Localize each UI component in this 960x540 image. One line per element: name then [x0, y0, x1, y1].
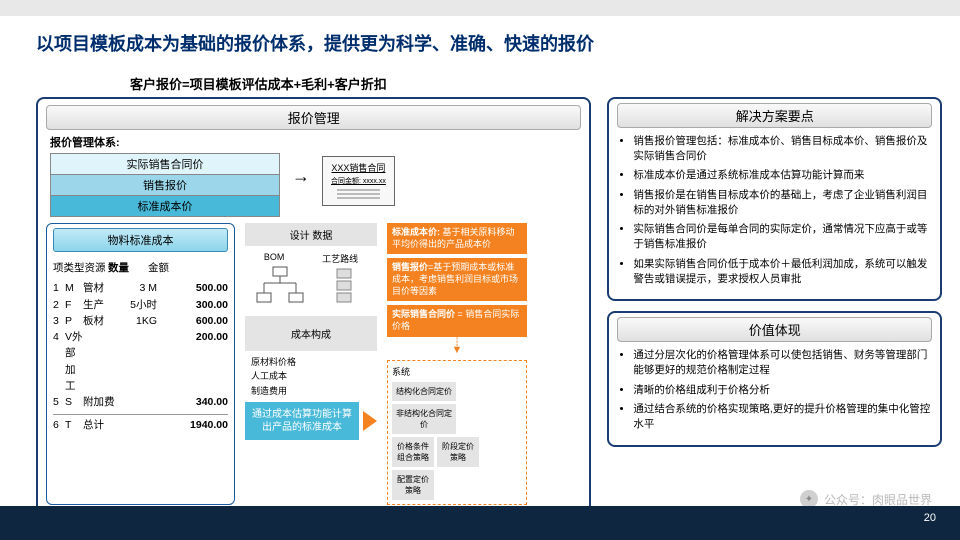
quote-stack: 实际销售合同价 销售报价 标准成本价 → XXX销售合同 合同金额: xxxx.… — [50, 154, 581, 217]
page-number: 20 — [924, 512, 936, 524]
system-frame: 系统 结构化合同定价 非结构化合同定价 价格条件组合策略 阶段定价策略 配置定价… — [387, 360, 527, 505]
material-cost-box: 物料标准成本 项类型资源 数量 金额 1M管材3 M500.002F生产5小时3… — [46, 223, 235, 505]
layer-sale: 销售报价 — [50, 174, 280, 196]
sys-label: 报价管理体系: — [50, 134, 581, 150]
dotted-arrow-icon: ┊▼ — [387, 341, 527, 354]
quote-mgmt-panel: 报价管理 报价管理体系: 实际销售合同价 销售报价 标准成本价 → XXX销售合… — [36, 97, 591, 515]
contract-title: XXX销售合同 — [331, 161, 386, 174]
page-title: 以项目模板成本为基础的报价体系，提供更为科学、准确、快速的报价 — [0, 16, 960, 56]
output-box: 通过成本估算功能计算出产品的标准成本 — [245, 402, 359, 440]
top-bar — [0, 0, 960, 16]
obox-actual: 实际销售合同价 = 销售合同实际价格 — [387, 305, 527, 336]
main-content: 报价管理 报价管理体系: 实际销售合同价 销售报价 标准成本价 → XXX销售合… — [0, 97, 960, 515]
value-panel: 价值体现 通过分层次化的价格管理体系可以使包括销售、财务等管理部门能够更好的规范… — [607, 311, 942, 446]
right-column: 解决方案要点 销售报价管理包括：标准成本价、销售目标成本价、销售报价及实际销售合… — [607, 97, 942, 515]
contract-doc: XXX销售合同 合同金额: xxxx.xx — [322, 156, 395, 206]
material-cost-header: 物料标准成本 — [53, 228, 228, 252]
arrow-orange-icon — [363, 411, 377, 431]
layer-std: 标准成本价 — [50, 195, 280, 217]
formula: 客户报价=项目模板评估成本+毛利+客户折扣 — [0, 56, 960, 97]
solution-list: 销售报价管理包括：标准成本价、销售目标成本价、销售报价及实际销售合同价标准成本价… — [617, 134, 932, 286]
solution-header: 解决方案要点 — [617, 103, 932, 128]
solution-points-panel: 解决方案要点 销售报价管理包括：标准成本价、销售目标成本价、销售报价及实际销售合… — [607, 97, 942, 301]
obox-std: 标准成本价: 基于相关原料移动平均价得出的产品成本价 — [387, 223, 527, 254]
obox-sale: 销售报价=基于预期成本或标准成本，考虑销售利润目标或市场目价等因素 — [387, 258, 527, 301]
material-table: 项类型资源 数量 金额 1M管材3 M500.002F生产5小时300.003P… — [53, 260, 228, 434]
value-list: 通过分层次化的价格管理体系可以使包括销售、财务等管理部门能够更好的规范价格制定过… — [617, 348, 932, 431]
layer-actual: 实际销售合同价 — [50, 153, 280, 175]
left-panel-header: 报价管理 — [46, 105, 581, 130]
contract-amount: 合同金额: xxxx.xx — [331, 176, 386, 186]
lower-row: 物料标准成本 项类型资源 数量 金额 1M管材3 M500.002F生产5小时3… — [46, 223, 581, 505]
value-header: 价值体现 — [617, 317, 932, 342]
footer: 20 — [0, 506, 960, 540]
mid-column: 设计 数据 BOM 工艺路线 — [245, 223, 377, 505]
system-column: 标准成本价: 基于相关原料移动平均价得出的产品成本价 销售报价=基于预期成本或标… — [387, 223, 527, 505]
arrow-right-icon: → — [288, 154, 314, 198]
bom-tree-icon — [245, 265, 375, 305]
design-data-box: 设计 数据 — [245, 223, 377, 246]
cost-compose-box: 成本构成 — [245, 316, 377, 351]
